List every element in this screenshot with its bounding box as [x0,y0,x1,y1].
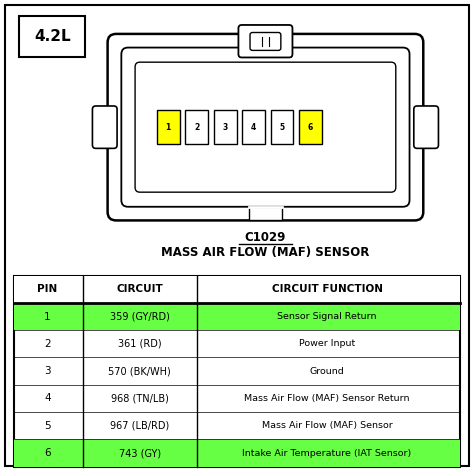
Text: 3: 3 [222,122,228,132]
Text: CIRCUIT FUNCTION: CIRCUIT FUNCTION [272,284,383,294]
FancyBboxPatch shape [414,106,438,148]
Text: PIN: PIN [37,284,57,294]
Text: 968 (TN/LB): 968 (TN/LB) [111,393,169,404]
Text: 1: 1 [165,122,171,132]
Text: 967 (LB/RD): 967 (LB/RD) [110,421,169,431]
Text: Mass Air Flow (MAF) Sensor Return: Mass Air Flow (MAF) Sensor Return [244,394,410,403]
Bar [249,207,282,220]
Text: Intake Air Temperature (IAT Sensor): Intake Air Temperature (IAT Sensor) [242,448,412,458]
Text: 2: 2 [194,122,200,132]
Text: 4: 4 [44,393,51,404]
Text: MASS AIR FLOW (MAF) SENSOR: MASS AIR FLOW (MAF) SENSOR [161,246,370,260]
Text: Mass Air Flow (MAF) Sensor: Mass Air Flow (MAF) Sensor [262,421,392,430]
Text: 359 (GY/RD): 359 (GY/RD) [110,311,170,322]
FancyBboxPatch shape [250,32,281,50]
Bar [19,16,85,57]
Text: 1: 1 [44,311,51,322]
Text: 5: 5 [280,122,284,132]
Text: Power Input: Power Input [299,339,355,349]
FancyBboxPatch shape [238,25,292,57]
Bar [14,439,460,467]
Text: 743 (GY): 743 (GY) [119,448,161,458]
Text: 2: 2 [44,339,51,349]
Text: 3: 3 [44,366,51,376]
Bar [14,276,460,303]
Text: C1029: C1029 [245,231,286,244]
Text: 6: 6 [44,448,51,458]
Bar [185,110,208,144]
Bar [271,110,293,144]
Text: 5: 5 [44,421,51,431]
Text: 361 (RD): 361 (RD) [118,339,162,349]
Text: 570 (BK/WH): 570 (BK/WH) [109,366,171,376]
Bar [214,110,237,144]
Text: 4: 4 [251,122,256,132]
Bar [242,110,265,144]
Text: Sensor Signal Return: Sensor Signal Return [277,312,377,321]
Bar [14,303,460,330]
Text: 6: 6 [308,122,313,132]
Bar [299,110,322,144]
Text: 4.2L: 4.2L [34,29,71,44]
Text: Ground: Ground [310,366,345,376]
FancyBboxPatch shape [108,34,423,220]
Text: CIRCUIT: CIRCUIT [117,284,163,294]
Bar [14,276,460,467]
Bar [157,110,180,144]
FancyBboxPatch shape [135,62,396,192]
FancyBboxPatch shape [121,48,410,207]
FancyBboxPatch shape [92,106,117,148]
